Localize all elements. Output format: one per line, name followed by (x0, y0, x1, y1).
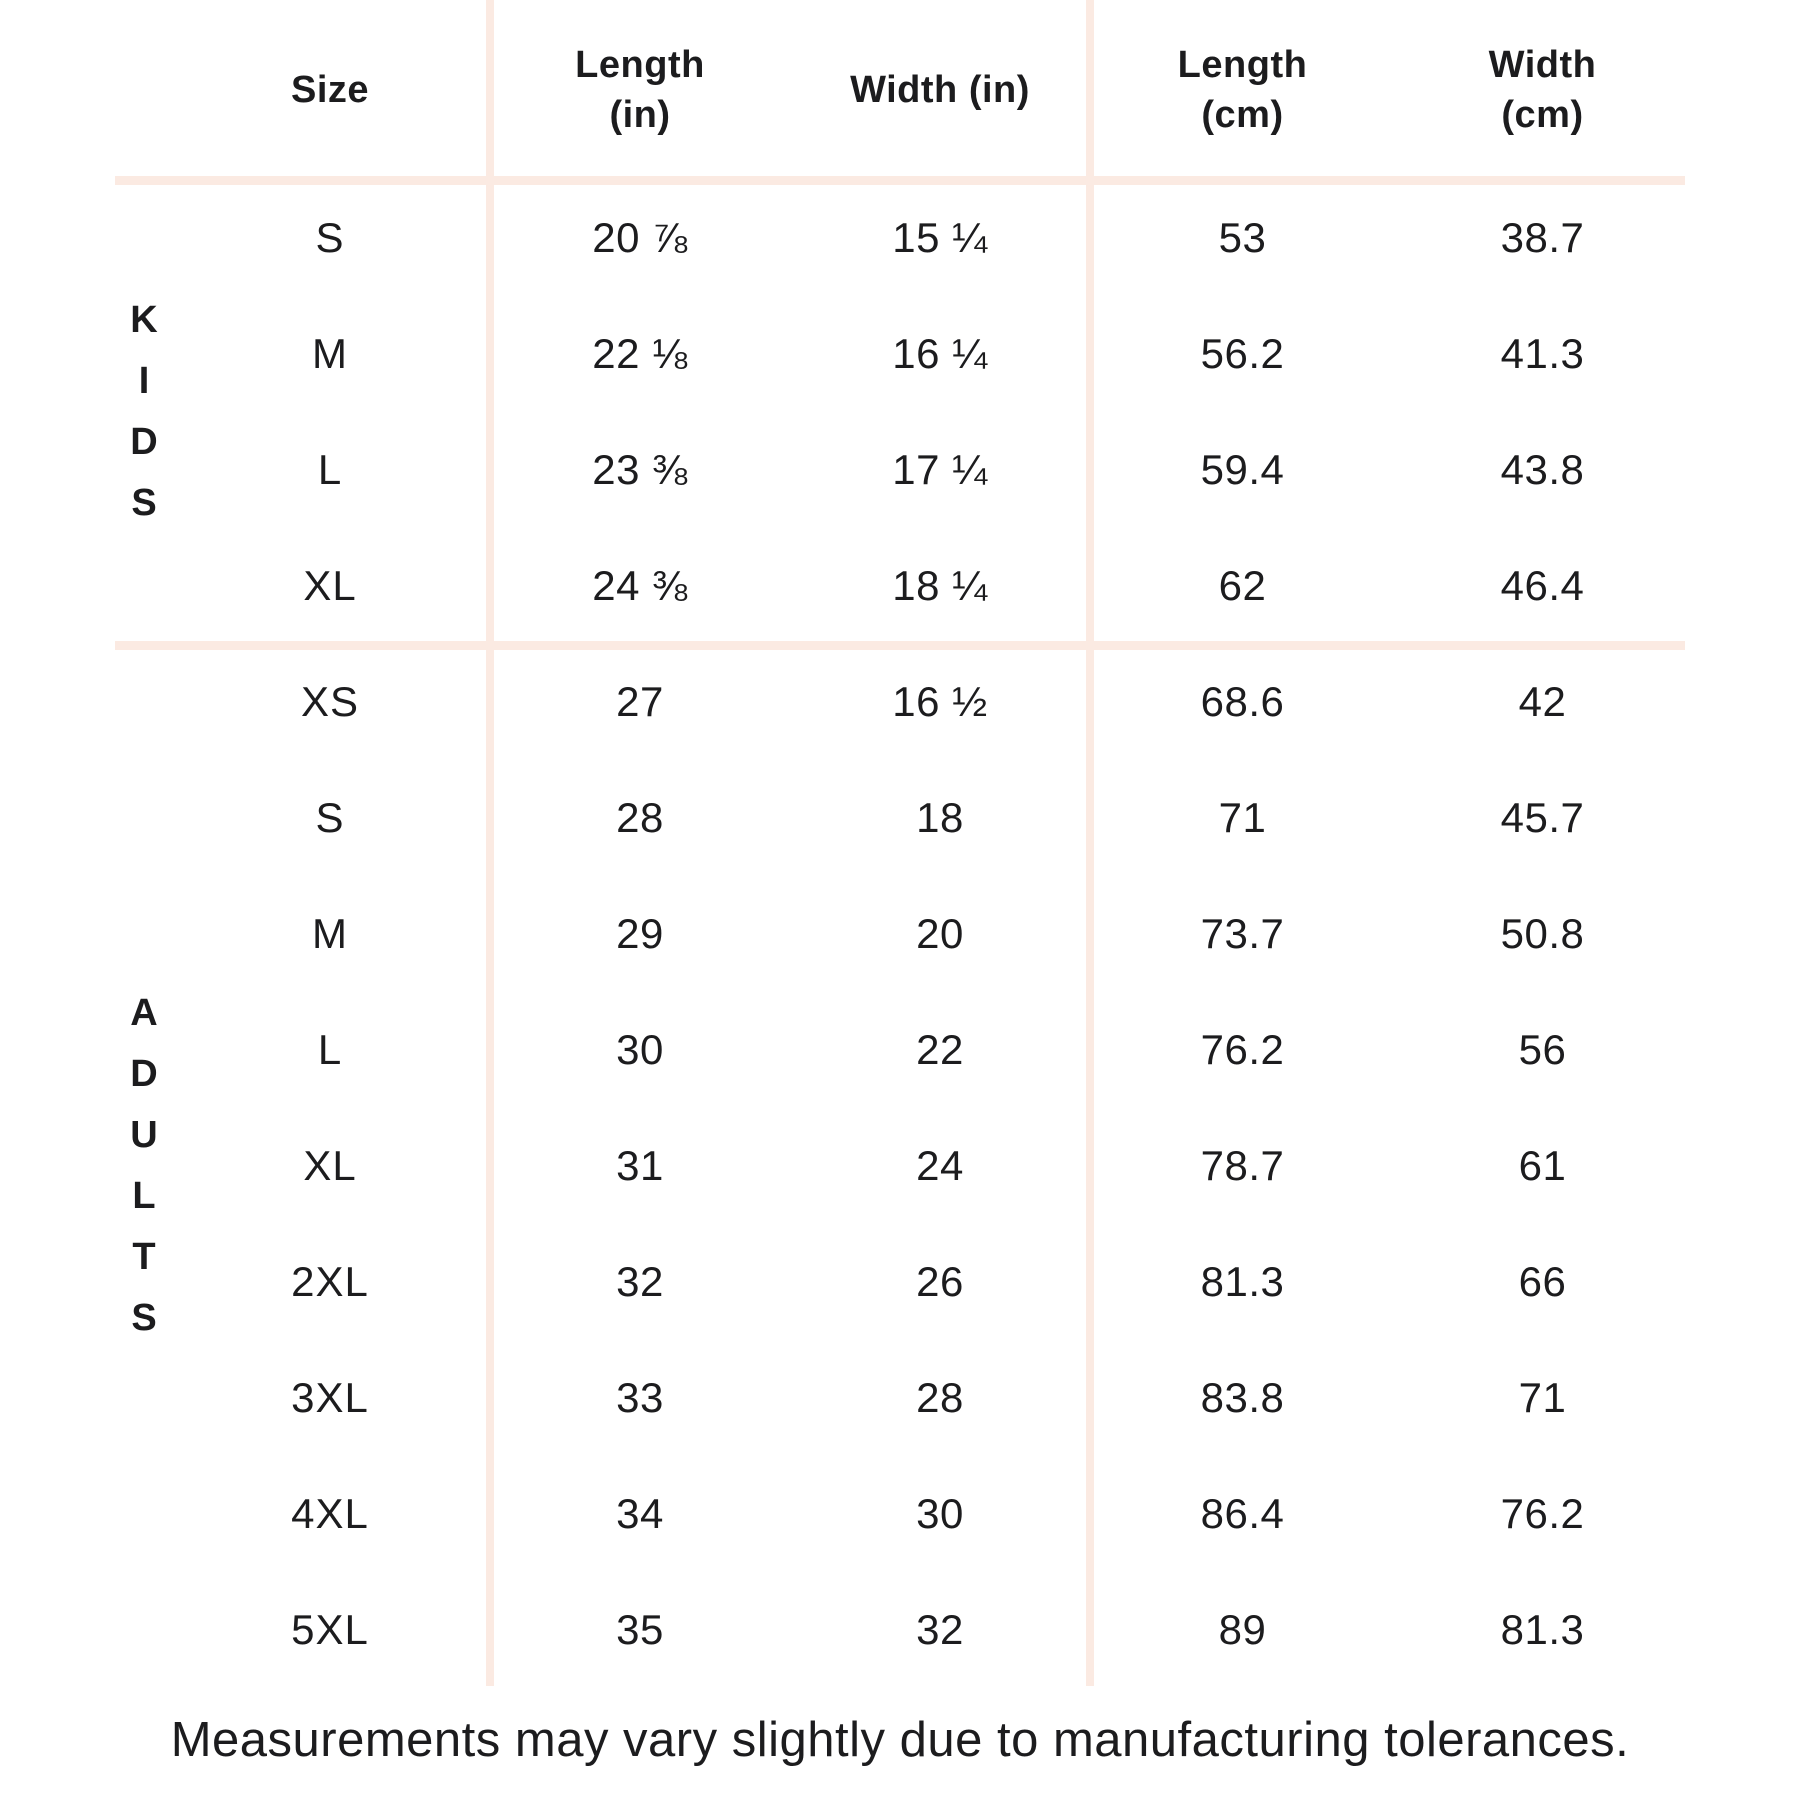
header-length-in-line: Length (575, 43, 705, 86)
value-width-in-cell: 15 ¼ (892, 214, 988, 261)
value-width-cm-cell: 61 (1518, 1142, 1567, 1189)
size-cell: 4XL (291, 1490, 369, 1537)
header-width-in: Width (in) (790, 0, 1090, 180)
value-length-cm-cell: 83.8 (1200, 1374, 1285, 1421)
value-length-in-cell: 35 (616, 1606, 664, 1653)
value-length-in-cell: 29 (616, 910, 664, 957)
header-length-cm-line: (cm) (1201, 94, 1284, 136)
group-letter: S (131, 1297, 157, 1339)
value-width-in-cell: 30 (916, 1490, 964, 1537)
value-width-cm-cell: 81.3 (1500, 1606, 1585, 1653)
group-letter: K (130, 299, 158, 341)
header-size-line: Size (290, 68, 370, 111)
value-width-cm-cell: 42 (1518, 678, 1567, 725)
value-width-in-cell: 17 ¼ (892, 446, 988, 493)
footer-note: Measurements may vary slightly due to ma… (170, 1713, 1630, 1767)
value-length-in-cell: 31 (616, 1142, 664, 1189)
header-length-in-line: (in) (609, 94, 671, 136)
header-size: Size (170, 0, 490, 180)
header-length-in: Length (in) (490, 0, 790, 180)
value-length-in-cell: 22 ⅛ (592, 330, 688, 377)
group-letter: L (132, 1175, 156, 1217)
value-width-cm-cell: 71 (1518, 1374, 1567, 1421)
value-width-in-cell: 28 (916, 1374, 964, 1421)
group-letter: D (130, 1053, 158, 1095)
value-width-cm-cell: 46.4 (1500, 562, 1585, 609)
value-width-cm-cell: 76.2 (1500, 1490, 1585, 1537)
value-length-in-cell: 33 (616, 1374, 664, 1421)
value-length-cm-cell: 89 (1218, 1606, 1267, 1653)
value-width-in-cell: 16 ¼ (892, 330, 988, 377)
value-length-cm-cell: 56.2 (1200, 330, 1285, 377)
value-width-in-cell: 18 (916, 794, 964, 841)
value-width-cm-cell: 43.8 (1500, 446, 1585, 493)
value-width-in-cell: 26 (916, 1258, 964, 1305)
value-length-in-cell: 27 (616, 678, 664, 725)
value-width-cm-cell: 56 (1518, 1026, 1567, 1073)
value-length-cm-cell: 73.7 (1200, 910, 1285, 957)
size-cell: S (315, 214, 345, 261)
size-cell: S (315, 794, 345, 841)
vertical-divider-right (1086, 0, 1094, 1686)
value-length-in-cell: 20 ⅞ (592, 214, 688, 261)
value-width-in-cell: 32 (916, 1606, 964, 1653)
header-divider (115, 176, 1685, 185)
size-cell: 5XL (291, 1606, 369, 1653)
value-width-in-cell: 18 ¼ (892, 562, 988, 609)
header-length-cm: Length (cm) (1090, 0, 1395, 180)
group-letter: A (130, 992, 158, 1034)
kids-adults-divider (115, 641, 1685, 650)
value-length-in-cell: 32 (616, 1258, 664, 1305)
value-length-cm-cell: 71 (1218, 794, 1267, 841)
header-length-cm-line: Length (1177, 43, 1308, 86)
size-cell: M (312, 910, 348, 957)
value-length-cm-cell: 78.7 (1200, 1142, 1285, 1189)
value-length-cm-cell: 81.3 (1200, 1258, 1285, 1305)
header-width-cm: Width (cm) (1395, 0, 1690, 180)
group-letter: D (130, 421, 158, 463)
value-length-in-cell: 34 (616, 1490, 664, 1537)
group-letter: T (132, 1236, 156, 1278)
value-width-cm-cell: 38.7 (1500, 214, 1585, 261)
value-length-in-cell: 24 ⅜ (592, 562, 688, 609)
size-cell: XL (303, 1142, 357, 1189)
value-width-cm-cell: 45.7 (1500, 794, 1585, 841)
size-cell: 2XL (291, 1258, 369, 1305)
header-width-in-line: Width (in) (850, 68, 1030, 111)
value-width-cm-cell: 66 (1518, 1258, 1567, 1305)
value-length-cm-cell: 53 (1218, 214, 1267, 261)
value-width-cm-cell: 41.3 (1500, 330, 1585, 377)
value-width-in-cell: 16 ½ (892, 678, 988, 725)
group-letter: U (130, 1114, 158, 1156)
value-width-in-cell: 24 (916, 1142, 964, 1189)
header-width-cm-line: (cm) (1501, 94, 1584, 136)
value-length-cm-cell: 86.4 (1200, 1490, 1285, 1537)
value-length-in-cell: 28 (616, 794, 664, 841)
size-cell: XL (303, 562, 357, 609)
size-cell: L (317, 1026, 343, 1073)
size-cell: XS (300, 678, 360, 725)
size-cell: L (317, 446, 343, 493)
value-width-cm-cell: 50.8 (1500, 910, 1585, 957)
group-letter: I (138, 360, 150, 402)
value-length-in-cell: 23 ⅜ (592, 446, 688, 493)
value-width-in-cell: 22 (916, 1026, 964, 1073)
value-length-cm-cell: 59.4 (1200, 446, 1285, 493)
value-width-in-cell: 20 (916, 910, 964, 957)
value-length-cm-cell: 76.2 (1200, 1026, 1285, 1073)
value-length-cm-cell: 68.6 (1200, 678, 1285, 725)
size-cell: M (312, 330, 348, 377)
value-length-cm-cell: 62 (1218, 562, 1267, 609)
group-letter: S (131, 482, 157, 524)
size-table: Size Length (in) Width (in) Length (cm) Width (… (0, 0, 1690, 1688)
vertical-divider-left (486, 0, 494, 1686)
size-cell: 3XL (291, 1374, 369, 1421)
header-width-cm-line: Width (1488, 43, 1597, 86)
value-length-in-cell: 30 (616, 1026, 664, 1073)
